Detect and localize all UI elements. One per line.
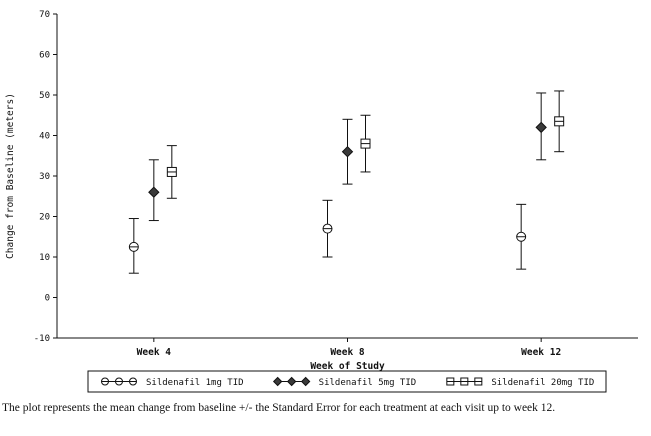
svg-text:70: 70 xyxy=(39,10,50,20)
svg-text:Sildenafil 1mg TID: Sildenafil 1mg TID xyxy=(146,378,244,388)
legend-item: Sildenafil 5mg TID xyxy=(272,376,417,388)
svg-text:20: 20 xyxy=(39,213,50,223)
svg-text:-10: -10 xyxy=(34,334,50,344)
svg-text:30: 30 xyxy=(39,172,50,182)
y-axis: -10 0 10 20 30 40 50 60 70 xyxy=(34,10,57,344)
legend: Sildenafil 1mg TID Sildenafil 5mg TID Sild… xyxy=(87,370,607,393)
svg-text:Sildenafil 20mg TID: Sildenafil 20mg TID xyxy=(491,378,594,388)
svg-text:Week 4: Week 4 xyxy=(137,347,172,358)
svg-text:10: 10 xyxy=(39,253,50,263)
svg-text:0: 0 xyxy=(45,294,50,304)
errorbar-plot: -10 0 10 20 30 40 50 60 70 Change from Baseline (… xyxy=(5,10,638,393)
series-circle xyxy=(128,199,527,274)
legend-item: Sildenafil 1mg TID xyxy=(101,377,244,388)
svg-text:50: 50 xyxy=(39,91,50,101)
x-axis: Week 4 Week 8 Week 12 xyxy=(137,338,561,358)
y-axis-label: Change from Baseline (meters) xyxy=(5,93,16,259)
caption-text: The plot represents the mean change from… xyxy=(2,402,556,414)
svg-text:Week 12: Week 12 xyxy=(521,347,561,358)
legend-item: Sildenafil 20mg TID xyxy=(446,377,594,388)
x-axis-label: Week of Study xyxy=(310,361,385,372)
svg-text:40: 40 xyxy=(39,132,50,142)
series-square xyxy=(166,90,565,199)
series-diamond xyxy=(148,92,547,222)
svg-text:60: 60 xyxy=(39,51,50,61)
svg-text:Week 8: Week 8 xyxy=(330,347,365,358)
svg-text:Sildenafil 5mg TID: Sildenafil 5mg TID xyxy=(319,378,417,388)
